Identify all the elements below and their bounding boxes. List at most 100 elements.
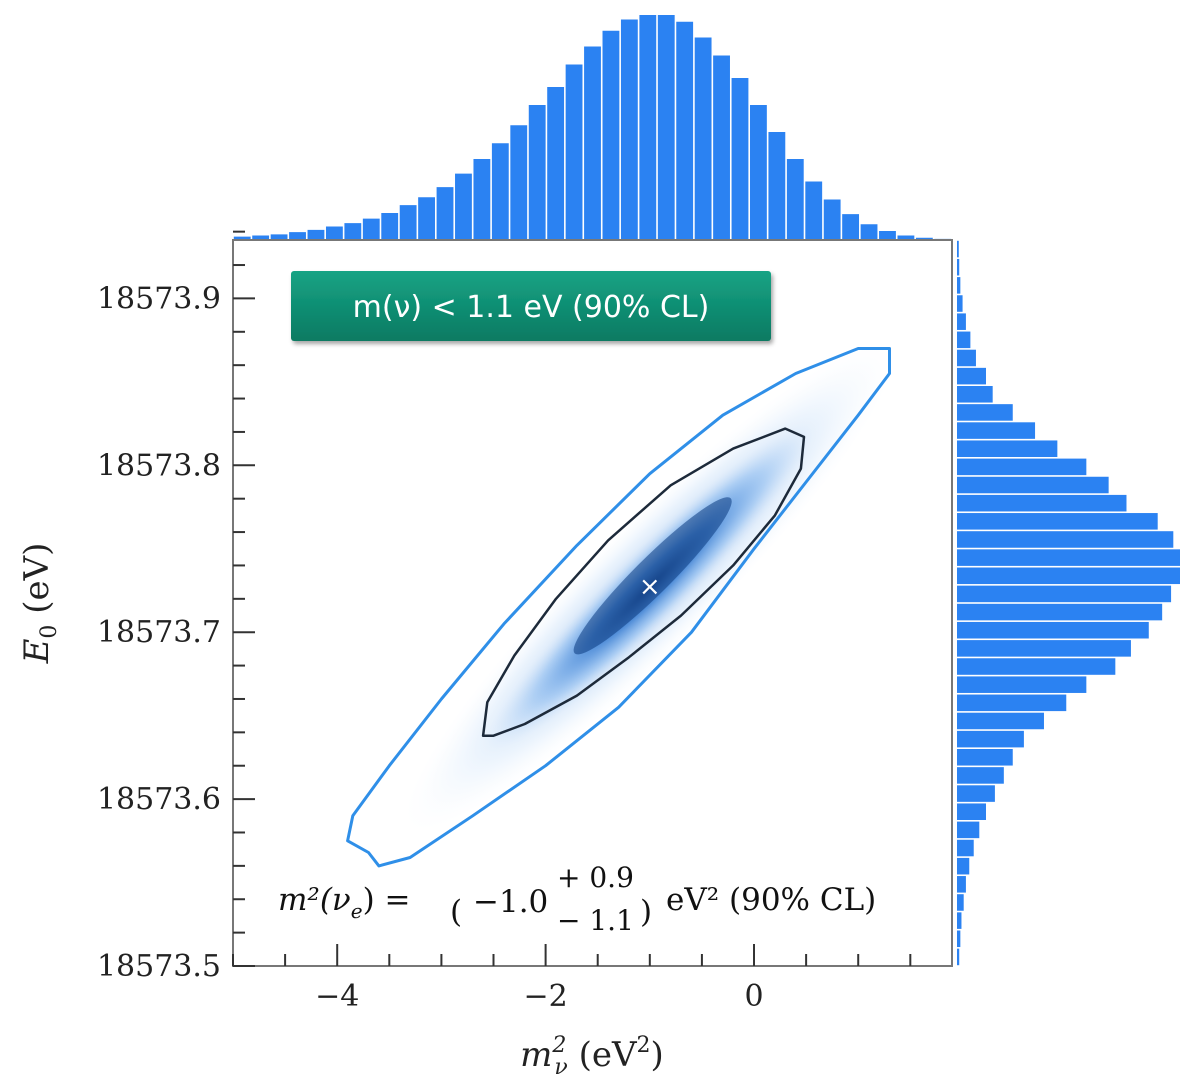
- marginal-x-bar: [473, 159, 491, 240]
- mass-limit-banner-text: m(ν) < 1.1 eV (90% CL): [353, 290, 710, 325]
- marginal-x-bar: [418, 197, 435, 240]
- marginal-y-bar: [957, 803, 986, 820]
- marginal-y-bar: [957, 567, 1180, 585]
- marginal-y-bar: [957, 458, 1087, 476]
- marginal-x-bar: [639, 15, 657, 240]
- marginal-y-bar: [957, 603, 1163, 621]
- marginal-y-bar: [957, 730, 1024, 748]
- x-axis-label-unit-sup: 2: [637, 1033, 651, 1058]
- marginal-x-bar: [731, 78, 749, 240]
- marginal-y-bar: [957, 513, 1158, 530]
- marginal-x-bar: [325, 226, 343, 240]
- marginal-y-bar: [957, 749, 1013, 766]
- marginal-y-bar: [957, 658, 1116, 675]
- marginal-y-bar: [957, 585, 1172, 603]
- marginal-y-bar: [957, 440, 1058, 457]
- marginal-y-bar: [957, 821, 980, 839]
- x-axis-label-sub: ν: [554, 1055, 567, 1079]
- marginal-y-bar: [957, 785, 995, 802]
- marginal-y-bar: [957, 367, 986, 385]
- marginal-x-bar: [491, 143, 509, 240]
- annotation-paren-open: (: [450, 894, 462, 930]
- x-axis-label-sup: 2: [551, 1033, 566, 1058]
- y-tick-label: 18573.9: [97, 281, 221, 316]
- density-map: [404, 343, 895, 831]
- marginal-x-bar: [436, 187, 454, 240]
- y-axis-label-unit: (eV): [17, 543, 57, 625]
- x-axis-label-unit: (eV: [568, 1035, 638, 1075]
- marginal-y-bar: [957, 476, 1109, 494]
- annotation-paren-close: ): [640, 894, 652, 930]
- x-tick-label: 0: [744, 979, 763, 1014]
- marginal-x-bar: [860, 224, 878, 240]
- marginal-x-bar: [842, 214, 860, 240]
- marginal-x-bar: [399, 205, 417, 240]
- annotation-rhs: eV² (90% CL): [666, 882, 876, 918]
- annotation-central: −1.0: [473, 884, 548, 920]
- marginal-x-histogram: [233, 15, 952, 240]
- marginal-x-bar: [786, 159, 804, 240]
- marginal-x-bar: [915, 237, 933, 240]
- marginal-y-bar: [957, 767, 1004, 784]
- marginal-x-bar: [289, 232, 306, 240]
- marginal-y-bar: [957, 313, 966, 330]
- plot-area: ×: [232, 239, 953, 967]
- marginal-y-bar: [957, 857, 970, 875]
- plot-frame: [232, 239, 953, 967]
- marginal-y-bar: [957, 694, 1067, 712]
- marginal-x-bar: [270, 234, 288, 240]
- y-axis-label-e: E: [17, 638, 57, 664]
- marginal-x-bar: [620, 19, 638, 240]
- marginal-x-bar: [768, 132, 786, 240]
- annotation-lower: − 1.1: [557, 904, 634, 937]
- y-tick-label: 18573.5: [97, 949, 221, 984]
- marginal-x-bar: [750, 105, 767, 240]
- marginal-y-bar: [957, 912, 962, 929]
- x-axis-label-m: m: [520, 1035, 552, 1075]
- x-axis-label-unit-close: ): [651, 1035, 664, 1075]
- density-peak: [573, 497, 732, 655]
- marginal-x-bar: [713, 55, 730, 240]
- marginal-x-bar: [657, 15, 675, 240]
- mass-limit-banner: [291, 271, 771, 341]
- marginal-x-bar: [362, 218, 380, 240]
- marginal-x-bar: [510, 125, 528, 240]
- marginal-y-bar: [957, 277, 961, 294]
- marginal-y-bar: [957, 531, 1174, 548]
- inner-confidence-contour: [481, 427, 806, 737]
- marginal-y-bar: [957, 494, 1127, 512]
- marginal-x-bar: [307, 229, 325, 240]
- result-annotation: m²(νe) = ( −1.0 + 0.9 − 1.1 ) eV² (90% C…: [278, 861, 876, 937]
- annotation-lhs-text: m²(ν: [278, 882, 351, 918]
- y-tick-label: 18573.8: [97, 448, 221, 483]
- marginal-x-bar: [381, 213, 399, 240]
- x-tick-label: −2: [523, 979, 567, 1014]
- marginal-x-bar: [879, 231, 896, 240]
- marginal-x-bar: [565, 64, 583, 240]
- marginal-x-bar: [528, 105, 546, 240]
- annotation-lhs-close: ) =: [363, 882, 411, 918]
- x-axis-ticks: −4 −2 0: [232, 944, 912, 1014]
- marginal-y-histogram: [957, 240, 1180, 966]
- outer-confidence-contour: [346, 347, 891, 868]
- marginal-y-bar: [957, 295, 963, 312]
- marginal-x-bar: [694, 37, 712, 240]
- marginal-x-bar: [823, 199, 841, 240]
- y-tick-label: 18573.6: [97, 782, 221, 817]
- marginal-y-bar: [957, 640, 1131, 657]
- marginal-x-bar: [252, 235, 270, 240]
- marginal-y-bar: [957, 240, 959, 258]
- marginal-y-bar: [957, 258, 960, 276]
- marginal-y-bar: [957, 386, 993, 403]
- marginal-y-bar: [957, 894, 964, 911]
- marginal-y-bar: [957, 404, 1013, 421]
- y-axis-label-sub: 0: [37, 625, 62, 639]
- marginal-y-bar: [957, 712, 1044, 730]
- marginal-x-bar: [233, 236, 251, 240]
- x-tick-label: −4: [315, 979, 359, 1014]
- y-axis-label: E0 (eV): [17, 543, 62, 665]
- marginal-x-bar: [547, 87, 565, 240]
- marginal-y-bar: [957, 621, 1149, 639]
- best-fit-marker: ×: [639, 572, 661, 602]
